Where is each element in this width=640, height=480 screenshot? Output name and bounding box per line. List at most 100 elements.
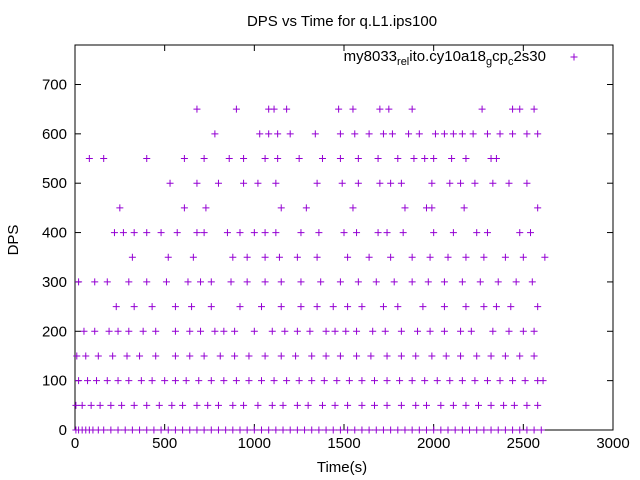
data-point (387, 253, 395, 261)
data-point (521, 377, 529, 385)
data-point (200, 426, 208, 434)
data-point (473, 229, 481, 237)
data-point (137, 377, 145, 385)
data-point (442, 352, 450, 360)
data-point (467, 327, 475, 335)
data-point (336, 278, 344, 286)
data-point (541, 253, 549, 261)
data-point (171, 352, 179, 360)
data-point (250, 426, 258, 434)
data-point (539, 377, 547, 385)
data-point (344, 401, 352, 409)
data-point (353, 352, 361, 360)
data-point (354, 278, 362, 286)
data-point (293, 401, 301, 409)
data-point (317, 278, 325, 286)
legend-marker-icon (570, 53, 578, 61)
data-point (422, 401, 430, 409)
data-point (197, 327, 205, 335)
data-point (254, 179, 262, 187)
data-point (143, 401, 151, 409)
data-point (401, 426, 409, 434)
data-point (193, 401, 201, 409)
data-point (243, 426, 251, 434)
data-point (179, 401, 187, 409)
data-point (136, 352, 144, 360)
data-point (136, 426, 144, 434)
data-point (193, 105, 201, 113)
data-point (143, 278, 151, 286)
data-point (505, 327, 513, 335)
data-point (338, 179, 346, 187)
data-point (107, 426, 115, 434)
data-point (143, 426, 151, 434)
data-point (166, 179, 174, 187)
data-point (152, 327, 160, 335)
data-point (200, 352, 208, 360)
x-tick-label: 2500 (507, 435, 540, 452)
data-point (457, 327, 465, 335)
data-point (523, 426, 531, 434)
data-point (358, 426, 366, 434)
data-point (473, 426, 481, 434)
data-point (394, 155, 402, 163)
y-tick-label: 400 (42, 225, 67, 242)
data-point (116, 204, 124, 212)
data-point (148, 377, 156, 385)
data-point (451, 426, 459, 434)
x-tick-label: 0 (71, 435, 79, 452)
legend-label: my8033relito.cy10a18gcpc2s30 (344, 48, 546, 68)
x-tick-label: 3000 (596, 435, 629, 452)
data-point (220, 377, 228, 385)
data-point (458, 278, 466, 286)
data-point (231, 352, 239, 360)
data-point (523, 179, 531, 187)
data-point (410, 155, 418, 163)
data-point (365, 253, 373, 261)
data-point (367, 352, 375, 360)
data-point (430, 229, 438, 237)
plot-frame (74, 44, 614, 431)
data-point (265, 426, 273, 434)
data-point (421, 155, 429, 163)
data-point (100, 155, 108, 163)
data-point (188, 303, 196, 311)
y-tick-label: 100 (42, 373, 67, 390)
data-point (180, 204, 188, 212)
data-point (516, 105, 524, 113)
data-point (293, 327, 301, 335)
data-point (297, 229, 305, 237)
data-point (304, 401, 312, 409)
data-point (168, 401, 176, 409)
data-point (91, 327, 99, 335)
y-tick-label: 300 (42, 274, 67, 291)
data-point (534, 204, 542, 212)
data-point (315, 426, 323, 434)
data-point (130, 401, 138, 409)
data-point (179, 426, 187, 434)
data-point (302, 204, 310, 212)
data-point (412, 352, 420, 360)
data-point (437, 401, 445, 409)
data-point (340, 229, 348, 237)
data-point (211, 327, 219, 335)
data-point (516, 229, 524, 237)
data-point (374, 155, 382, 163)
data-point (277, 352, 285, 360)
x-axis-label: Time(s) (317, 459, 367, 476)
data-point (128, 426, 136, 434)
data-point (354, 155, 362, 163)
data-point (258, 377, 266, 385)
data-point (72, 401, 80, 409)
data-point (405, 130, 413, 138)
data-point (275, 253, 283, 261)
data-point (428, 179, 436, 187)
data-point (150, 426, 158, 434)
data-point (489, 179, 497, 187)
data-point (162, 278, 170, 286)
data-point (509, 377, 517, 385)
data-point (148, 303, 156, 311)
data-point (333, 377, 341, 385)
data-point (421, 377, 429, 385)
data-point (100, 426, 108, 434)
